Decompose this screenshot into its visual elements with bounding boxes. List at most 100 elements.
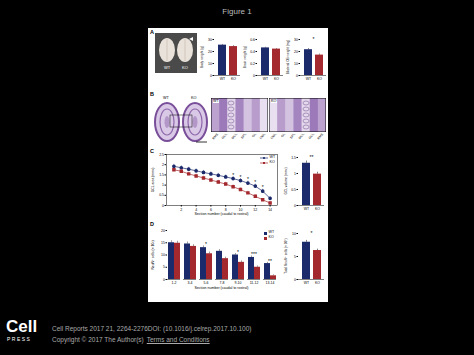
html-text:KO: KO [271,98,277,103]
svg-text:**: ** [268,258,272,264]
svg-text:30: 30 [208,38,212,42]
svg-text:*: * [262,184,264,190]
svg-text:2.5: 2.5 [159,153,164,157]
svg-text:0: 0 [253,74,255,78]
svg-text:KO: KO [231,76,236,80]
html-text:ONL: ONL [259,132,267,140]
svg-text:0.2: 0.2 [250,62,255,66]
html-text:EPL: EPL [288,132,296,140]
html-text:WT: WT [268,230,275,235]
svg-text:5: 5 [163,265,165,269]
html-text:Brain weight (g): Brain weight (g) [243,45,248,69]
svg-text:*: * [240,174,242,180]
svg-text:*: * [313,36,315,42]
html-text:Section number (caudal to rost: Section number (caudal to rostral) [194,285,249,290]
svg-text:10: 10 [239,207,243,211]
svg-text:*: * [311,230,313,236]
html-text:WT: WT [213,98,219,103]
svg-text:2: 2 [162,163,164,167]
svg-text:**: ** [310,154,314,160]
svg-text:0: 0 [294,204,296,208]
svg-text:WT: WT [220,76,226,80]
html-text:MCL: MCL [230,132,238,141]
svg-text:0.6: 0.6 [250,38,255,42]
svg-text:20: 20 [161,229,165,233]
html-text:NeuN⁺ cells (× 10³): NeuN⁺ cells (× 10³) [151,239,156,270]
svg-text:12: 12 [253,207,257,211]
svg-text:***: *** [251,251,257,257]
svg-text:WT: WT [304,206,310,210]
html-text:GCL area (mm²): GCL area (mm²) [151,167,156,192]
html-text:GCL: GCL [307,132,315,140]
svg-text:5-6: 5-6 [203,280,208,284]
svg-text:1.5: 1.5 [159,173,164,177]
svg-text:1-2: 1-2 [171,280,176,284]
svg-text:8: 8 [225,207,227,211]
svg-text:*: * [205,241,207,247]
svg-text:20: 20 [208,50,212,54]
svg-text:0: 0 [163,278,165,282]
html-text:Bilateral OB weight (mg): Bilateral OB weight (mg) [286,39,291,75]
html-text:Figure 1: Figure 1 [222,7,252,16]
html-text:GCL volume (mm³): GCL volume (mm³) [284,167,289,195]
html-text:EPL: EPL [240,132,248,140]
svg-text:WT: WT [304,280,310,284]
svg-text:2: 2 [180,207,182,211]
svg-text:0: 0 [296,74,298,78]
svg-text:*: * [247,176,249,182]
svg-text:KO: KO [315,280,320,284]
svg-text:10: 10 [161,253,165,257]
html-text:Total NeuN⁺ cells (× 10⁵): Total NeuN⁺ cells (× 10⁵) [284,238,289,274]
svg-text:*: * [232,172,234,178]
html-text:RMS: RMS [211,132,219,141]
svg-text:0: 0 [210,74,212,78]
svg-text:11-12: 11-12 [250,280,259,284]
html-text:PRESS: PRESS [7,336,32,342]
svg-text:1: 1 [294,172,296,176]
svg-text:6: 6 [210,207,212,211]
svg-text:30: 30 [294,38,298,42]
html-text:KO: KO [182,65,188,70]
html-text:MCL: MCL [297,132,306,141]
svg-text:15: 15 [161,241,165,245]
html-text:KO: KO [269,160,275,165]
html-text:GCL: GCL [221,132,229,140]
svg-text:10: 10 [294,62,298,66]
svg-text:4: 4 [195,207,197,211]
svg-text:KO: KO [315,206,320,210]
svg-text:0.5: 0.5 [159,193,164,197]
html-text:WT: WT [164,65,171,70]
svg-text:*: * [237,249,239,255]
html-text:RMS: RMS [316,132,325,141]
html-text:Section number (caudal to rost: Section number (caudal to rostral) [194,211,249,216]
html-text:KO: KO [268,235,274,240]
svg-text:KO: KO [317,76,322,80]
svg-text:WT: WT [263,76,269,80]
html-text:Cell Reports 2017 21, 2264-227: Cell Reports 2017 21, 2264-2276DOI: (10.… [52,325,252,332]
svg-text:0: 0 [294,278,296,282]
svg-text:0.5: 0.5 [291,188,296,192]
svg-text:10: 10 [292,232,296,236]
svg-text:7-8: 7-8 [219,280,224,284]
html-text:Cell: Cell [6,317,38,336]
svg-text:10: 10 [208,62,212,66]
svg-text:3-4: 3-4 [187,280,192,284]
svg-text:WT: WT [306,76,312,80]
html-text:Copyright © 2017 The Author(s): Copyright © 2017 The Author(s) Terms and… [52,336,210,343]
svg-text:1.5: 1.5 [291,156,296,160]
svg-text:13-14: 13-14 [266,280,275,284]
svg-text:0: 0 [162,204,164,208]
html-text:GL: GL [251,132,257,139]
svg-text:KO: KO [274,76,279,80]
svg-text:20: 20 [294,50,298,54]
svg-text:5: 5 [294,255,296,259]
svg-text:0.4: 0.4 [250,50,255,54]
html-text:GL: GL [280,132,287,139]
html-text:Body weight (g): Body weight (g) [200,45,205,69]
svg-text:1: 1 [162,183,164,187]
svg-text:14: 14 [268,207,272,211]
html-text:WT: WT [269,155,276,160]
svg-text:9-10: 9-10 [234,280,241,284]
html-text:ONL: ONL [269,132,277,140]
svg-text:*: * [254,179,256,185]
